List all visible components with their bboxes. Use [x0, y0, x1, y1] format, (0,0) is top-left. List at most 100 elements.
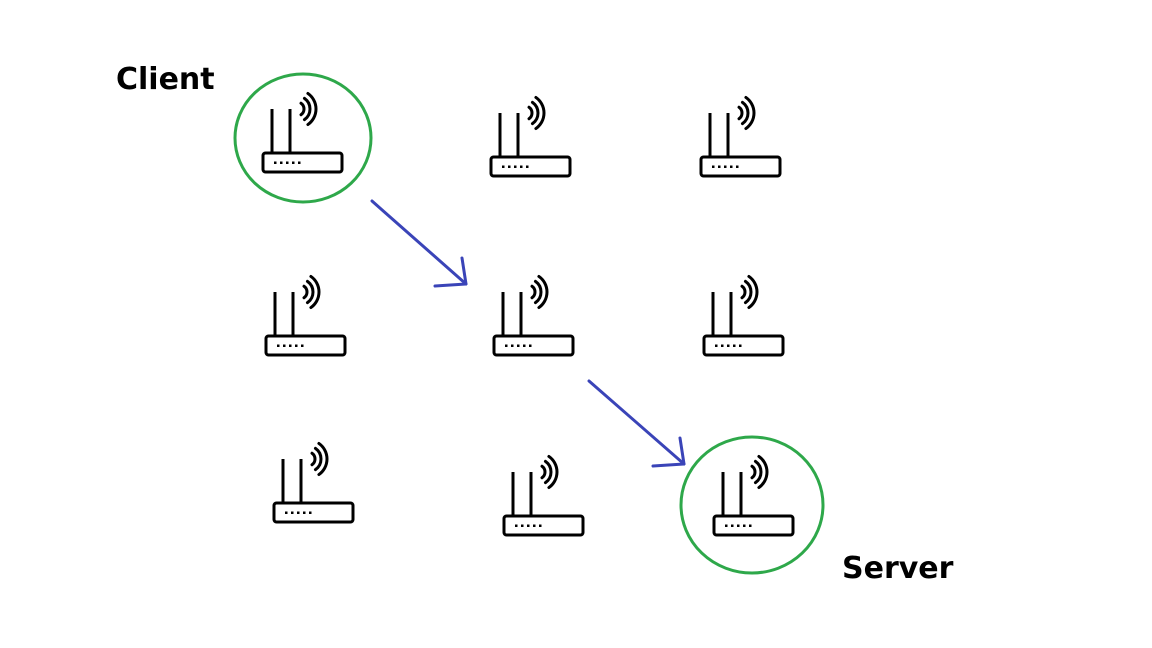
router-body: [492, 334, 575, 357]
arrow-head: [651, 436, 686, 468]
client-highlight-ring: [233, 72, 373, 204]
status-led: [514, 165, 517, 168]
wifi-router-icon: [264, 274, 347, 357]
status-led: [727, 344, 730, 347]
status-led: [523, 344, 526, 347]
arrow-head: [433, 256, 468, 288]
status-led: [529, 344, 532, 347]
status-led: [303, 511, 306, 514]
status-led: [731, 524, 734, 527]
status-led: [539, 524, 542, 527]
wifi-router-icon: [492, 274, 575, 357]
status-led: [715, 344, 718, 347]
wifi-wave-1: [750, 464, 757, 480]
router-grid: [261, 91, 795, 537]
wifi-wave-2: [305, 279, 315, 305]
status-led: [292, 161, 295, 164]
wifi-wave-1: [299, 101, 306, 117]
wifi-wave-1: [530, 284, 537, 300]
status-led: [511, 344, 514, 347]
wifi-wave-2: [302, 96, 312, 122]
wifi-wave-2: [530, 100, 540, 126]
status-led: [721, 344, 724, 347]
client-label: Client: [116, 62, 215, 97]
status-led: [515, 524, 518, 527]
router-body: [712, 514, 795, 537]
wifi-wave-3: [306, 91, 318, 127]
wifi-wave-2: [543, 459, 553, 485]
status-led: [309, 511, 312, 514]
status-led: [730, 165, 733, 168]
status-led: [285, 511, 288, 514]
status-led: [736, 165, 739, 168]
router-body: [489, 155, 572, 178]
status-led: [298, 161, 301, 164]
status-led: [502, 165, 505, 168]
wifi-wave-3: [537, 274, 549, 310]
wifi-wave-3: [547, 454, 559, 490]
wifi-wave-3: [317, 441, 329, 477]
wifi-wave-2: [533, 279, 543, 305]
status-led: [743, 524, 746, 527]
status-led: [737, 524, 740, 527]
status-led: [521, 524, 524, 527]
status-led: [280, 161, 283, 164]
status-led: [277, 344, 280, 347]
wifi-router-icon: [699, 95, 782, 178]
wifi-router-icon: [702, 274, 785, 357]
wifi-router-icon: [272, 441, 355, 524]
router-body: [261, 151, 344, 174]
status-led: [739, 344, 742, 347]
highlight-rings: [233, 72, 825, 575]
wifi-wave-2: [753, 459, 763, 485]
router-body: [264, 334, 347, 357]
wifi-wave-3: [309, 274, 321, 310]
status-led: [505, 344, 508, 347]
router-body: [702, 334, 785, 357]
wifi-router-icon: [712, 454, 795, 537]
status-led: [725, 524, 728, 527]
status-led: [533, 524, 536, 527]
wifi-wave-1: [540, 464, 547, 480]
status-led: [520, 165, 523, 168]
wifi-wave-1: [740, 284, 747, 300]
wifi-wave-2: [740, 100, 750, 126]
server-highlight-ring: [679, 435, 825, 575]
status-led: [517, 344, 520, 347]
arrow-shaft: [370, 199, 468, 286]
status-led: [508, 165, 511, 168]
status-led: [749, 524, 752, 527]
wifi-wave-1: [737, 105, 744, 121]
status-led: [733, 344, 736, 347]
wifi-wave-3: [744, 95, 756, 131]
router-body: [502, 514, 585, 537]
arrow-r-1-1-to-r-2-2: [370, 199, 468, 288]
status-led: [527, 524, 530, 527]
wifi-wave-2: [743, 279, 753, 305]
status-led: [295, 344, 298, 347]
arrow-shaft: [587, 379, 686, 466]
wifi-wave-3: [747, 274, 759, 310]
arrow-r-2-2-to-r-3-3: [587, 379, 686, 468]
wifi-wave-1: [310, 451, 317, 467]
status-led: [274, 161, 277, 164]
status-led: [712, 165, 715, 168]
status-led: [526, 165, 529, 168]
status-led: [301, 344, 304, 347]
wifi-wave-1: [302, 284, 309, 300]
server-label: Server: [842, 551, 954, 586]
router-body: [699, 155, 782, 178]
status-led: [286, 161, 289, 164]
wifi-wave-2: [313, 446, 323, 472]
connection-arrows: [370, 199, 686, 468]
status-led: [718, 165, 721, 168]
wifi-wave-3: [534, 95, 546, 131]
status-led: [291, 511, 294, 514]
status-led: [289, 344, 292, 347]
router-body: [272, 501, 355, 524]
wifi-wave-3: [757, 454, 769, 490]
wifi-wave-1: [527, 105, 534, 121]
wifi-router-icon: [502, 454, 585, 537]
wifi-router-icon: [261, 91, 344, 174]
